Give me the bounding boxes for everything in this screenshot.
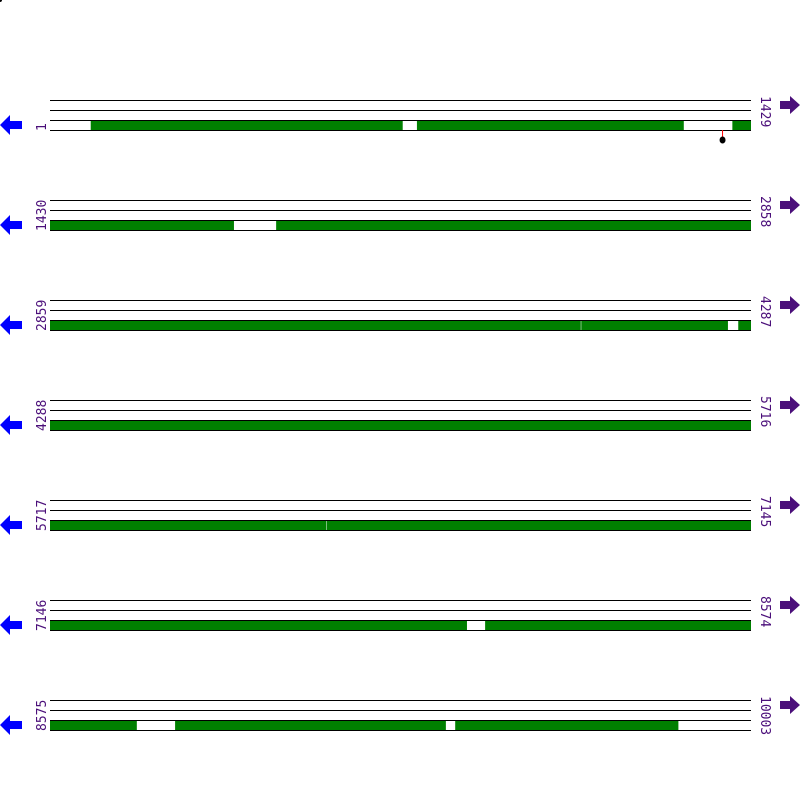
arrow-left-icon <box>0 715 22 735</box>
arrow-right-icon <box>780 496 800 514</box>
sequence-row: 4288 5716 <box>0 396 800 435</box>
arrow-left-icon <box>0 515 22 535</box>
sequence-row: 7146 8574 <box>0 596 800 635</box>
arrow-left-icon <box>0 615 22 635</box>
row-start-label: 7146 <box>35 600 50 631</box>
arrow-right-icon <box>780 96 800 114</box>
coverage-segment <box>581 320 728 330</box>
row-end-label: 2858 <box>757 196 772 227</box>
row-end-label: 5716 <box>757 396 772 427</box>
row-end-label: 7145 <box>757 496 772 527</box>
row-start-label: 4288 <box>35 400 50 431</box>
marker-dot <box>719 136 726 144</box>
row-start-label: 1 <box>35 123 50 131</box>
coverage-segment <box>50 620 467 630</box>
row-end-label: 4287 <box>757 296 772 327</box>
arrow-right-icon <box>780 596 800 614</box>
corner-dot <box>0 0 2 2</box>
arrow-right-icon <box>780 396 800 414</box>
coverage-segment <box>416 120 684 130</box>
sequence-row: 5717 7145 <box>0 496 800 535</box>
coverage-segment <box>50 720 137 730</box>
arrow-left-icon <box>0 315 22 335</box>
coverage-segment <box>485 620 751 630</box>
sequence-row: 2859 4287 <box>0 296 800 335</box>
coverage-segment <box>50 220 234 230</box>
coverage-segment <box>738 320 751 330</box>
coverage-segment <box>732 120 751 130</box>
arrow-left-icon <box>0 415 22 435</box>
row-start-label: 2859 <box>35 300 50 331</box>
coverage-segment <box>276 220 751 230</box>
row-end-label: 10003 <box>757 696 772 735</box>
coverage-segment <box>90 120 403 130</box>
coverage-segment <box>455 720 679 730</box>
row-end-label: 8574 <box>757 596 772 627</box>
arrow-right-icon <box>780 196 800 214</box>
row-start-label: 5717 <box>35 500 50 531</box>
coverage-segment <box>175 720 446 730</box>
coverage-segment <box>326 520 751 530</box>
row-end-label: 1429 <box>757 96 772 127</box>
sequence-row: 8575 10003 <box>0 696 800 735</box>
arrow-left-icon <box>0 115 22 135</box>
row-start-label: 1430 <box>35 200 50 231</box>
sequence-row: 1430 2858 <box>0 196 800 235</box>
arrow-right-icon <box>780 296 800 314</box>
row-start-label: 8575 <box>35 700 50 731</box>
arrow-right-icon <box>780 696 800 714</box>
coverage-segment <box>50 420 751 430</box>
sequence-row: 1 1429 <box>0 96 800 144</box>
arrow-left-icon <box>0 215 22 235</box>
coverage-segment <box>50 520 327 530</box>
coverage-segment <box>50 320 581 330</box>
